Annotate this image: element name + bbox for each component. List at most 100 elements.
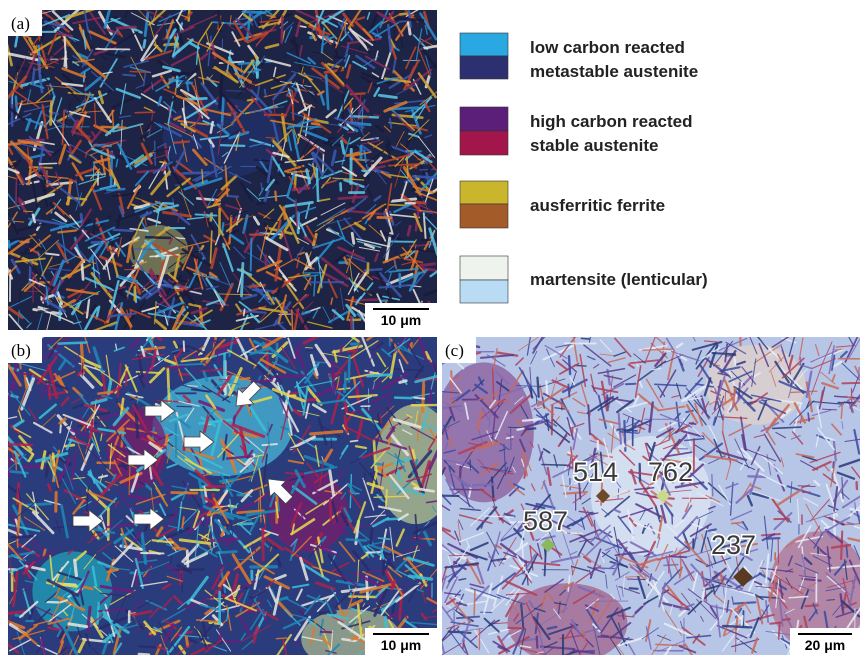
texture bbox=[84, 587, 92, 589]
texture bbox=[400, 381, 406, 383]
texture bbox=[173, 548, 185, 549]
texture bbox=[222, 97, 224, 125]
legend-text: stable austenite bbox=[530, 136, 659, 155]
texture bbox=[450, 489, 483, 490]
micrograph-c bbox=[428, 326, 863, 658]
legend-swatch bbox=[460, 204, 508, 228]
texture bbox=[712, 353, 735, 354]
micrograph-a bbox=[0, 0, 447, 341]
texture bbox=[124, 269, 138, 270]
legend: low carbon reacted metastable austenite … bbox=[460, 33, 708, 303]
texture bbox=[117, 27, 135, 28]
texture bbox=[82, 363, 83, 376]
texture bbox=[564, 492, 587, 494]
texture bbox=[371, 528, 372, 543]
texture bbox=[27, 504, 51, 506]
texture bbox=[139, 646, 158, 647]
panel-label: (a) bbox=[11, 14, 30, 33]
texture bbox=[517, 429, 523, 430]
texture bbox=[260, 490, 261, 522]
texture bbox=[130, 71, 148, 72]
texture bbox=[174, 141, 189, 142]
texture bbox=[16, 178, 17, 207]
hardness-value: 514 bbox=[573, 457, 618, 487]
texture bbox=[742, 616, 743, 626]
texture bbox=[265, 90, 266, 97]
texture bbox=[324, 175, 330, 176]
texture bbox=[381, 300, 387, 301]
texture bbox=[146, 237, 170, 238]
texture bbox=[689, 423, 695, 424]
texture bbox=[827, 600, 835, 601]
scale-bar-label: 10 μm bbox=[381, 312, 421, 328]
texture bbox=[568, 384, 569, 396]
texture bbox=[221, 145, 244, 146]
texture bbox=[414, 398, 424, 399]
micrograph-b bbox=[0, 324, 456, 658]
texture bbox=[75, 560, 77, 575]
texture bbox=[808, 413, 809, 421]
texture bbox=[275, 192, 276, 201]
texture bbox=[17, 539, 18, 547]
texture bbox=[135, 112, 154, 113]
legend-text: metastable austenite bbox=[530, 62, 698, 81]
texture bbox=[64, 52, 65, 67]
texture bbox=[779, 622, 780, 639]
texture bbox=[292, 310, 293, 340]
texture bbox=[187, 551, 188, 566]
panel-label: (c) bbox=[445, 341, 464, 360]
texture bbox=[139, 654, 149, 655]
texture bbox=[569, 356, 570, 374]
texture bbox=[145, 347, 164, 349]
texture bbox=[349, 356, 350, 382]
texture bbox=[263, 529, 264, 560]
texture bbox=[626, 384, 636, 385]
texture bbox=[266, 256, 267, 265]
figure: (a) (b) (c) 10 μm 10 μm 20 μm 514 762 58… bbox=[0, 0, 863, 658]
texture bbox=[186, 637, 187, 646]
texture bbox=[166, 435, 167, 445]
scale-bar-label: 20 μm bbox=[805, 637, 845, 653]
legend-swatch bbox=[460, 56, 508, 79]
texture bbox=[317, 169, 318, 200]
texture bbox=[187, 386, 197, 387]
legend-text: low carbon reacted bbox=[530, 38, 685, 57]
texture bbox=[834, 510, 835, 537]
texture bbox=[58, 342, 86, 343]
texture bbox=[271, 139, 272, 147]
texture bbox=[420, 169, 434, 170]
texture bbox=[630, 588, 638, 589]
texture bbox=[434, 362, 534, 502]
texture bbox=[33, 69, 35, 83]
texture bbox=[82, 262, 83, 279]
legend-text: high carbon reacted bbox=[530, 112, 692, 131]
texture bbox=[524, 472, 525, 478]
texture bbox=[408, 226, 410, 235]
texture bbox=[155, 141, 156, 165]
texture bbox=[367, 552, 381, 553]
texture bbox=[284, 207, 285, 218]
texture bbox=[0, 444, 32, 445]
texture bbox=[97, 603, 98, 624]
texture bbox=[723, 626, 751, 628]
texture bbox=[399, 21, 409, 22]
texture bbox=[374, 441, 376, 473]
legend-text: ausferritic ferrite bbox=[530, 196, 665, 215]
texture bbox=[321, 632, 331, 633]
texture bbox=[168, 369, 169, 402]
texture bbox=[163, 203, 173, 204]
texture bbox=[783, 619, 790, 620]
texture bbox=[335, 57, 345, 58]
texture bbox=[859, 367, 860, 378]
texture bbox=[229, 196, 238, 197]
texture bbox=[238, 495, 246, 496]
texture bbox=[421, 264, 435, 266]
texture bbox=[389, 438, 390, 444]
texture bbox=[680, 551, 681, 570]
texture bbox=[114, 230, 133, 231]
texture bbox=[467, 484, 494, 485]
texture bbox=[413, 450, 415, 458]
hardness-value: 237 bbox=[711, 530, 756, 560]
texture bbox=[22, 466, 43, 467]
legend-swatch bbox=[460, 181, 508, 204]
